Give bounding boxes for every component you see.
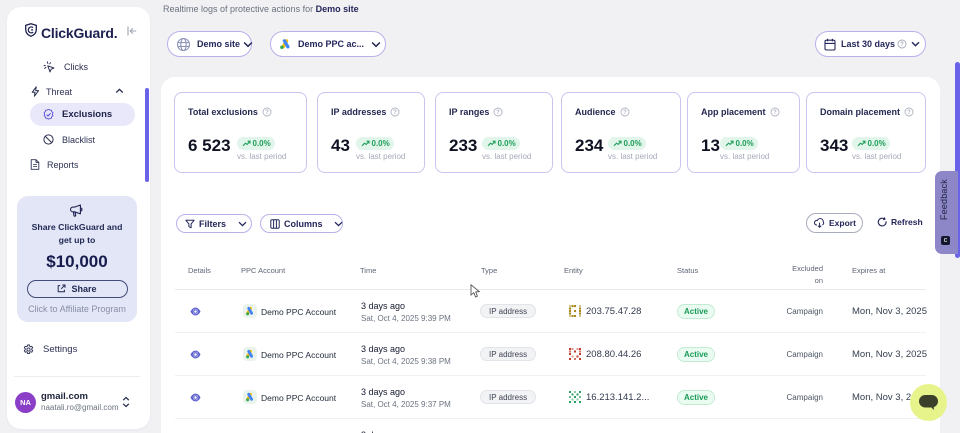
svg-text:?: ?: [773, 110, 777, 116]
svg-text:?: ?: [900, 42, 904, 48]
svg-text:?: ?: [265, 110, 269, 116]
svg-text:?: ?: [394, 110, 398, 116]
svg-text:?: ?: [623, 110, 627, 116]
svg-text:?: ?: [497, 110, 501, 116]
svg-text:?: ?: [907, 110, 911, 116]
